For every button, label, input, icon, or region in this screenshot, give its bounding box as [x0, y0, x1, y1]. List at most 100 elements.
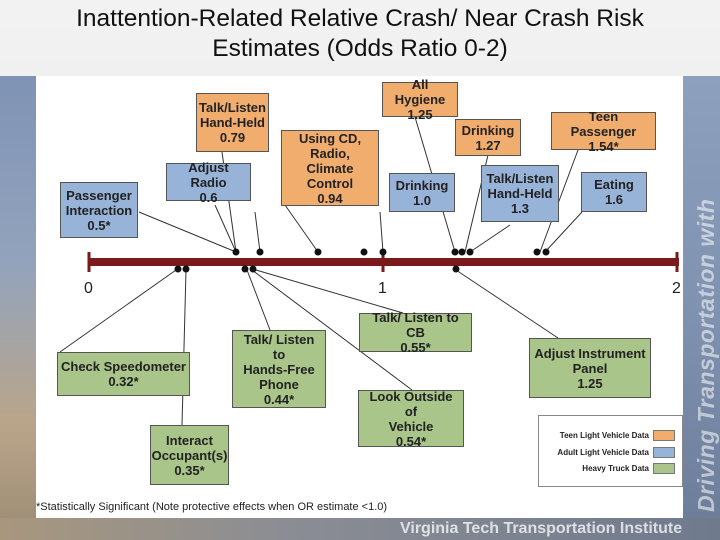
box-line: 0.5*: [87, 217, 111, 233]
box-line: Talk/ Listen to CB: [372, 310, 459, 340]
box-look-outside-vehicle: Look Outside of Vehicle 0.54*: [358, 388, 464, 449]
title-line-1: Inattention-Related Relative Crash/ Near…: [76, 5, 644, 32]
estimate-dot: [314, 248, 322, 256]
box-line: 0.55*: [400, 340, 431, 355]
box-line: Adjust Instrument: [534, 345, 646, 361]
box-talk-listen-handheld-teen: Talk/Listen Hand-Held 0.79: [196, 93, 269, 152]
axis-label-2: 2: [672, 280, 681, 297]
estimate-dot: [452, 265, 460, 273]
legend-item-truck: Heavy Truck Data: [545, 463, 677, 475]
leader-line: [544, 211, 583, 253]
box-line: Check Speedometer: [61, 359, 186, 374]
box-line: Vehicle: [388, 418, 434, 434]
legend-label: Heavy Truck Data: [582, 464, 649, 473]
box-line: Talk/Listen: [486, 171, 554, 186]
box-line: 0.32*: [108, 374, 139, 389]
box-line: Interact: [166, 432, 213, 448]
box-check-speedometer: Check Speedometer 0.32*: [57, 352, 190, 396]
leader-line: [138, 211, 237, 253]
box-line: Hand-Held: [487, 186, 553, 201]
box-line: Hands-Free: [243, 361, 315, 377]
box-using-cd-radio: Using CD, Radio, Climate Control 0.94: [281, 130, 379, 206]
box-line: 0.54*: [395, 433, 427, 449]
background-bottom-strip: [0, 518, 720, 540]
box-line: Talk/Listen: [199, 100, 266, 115]
footnote: *Statistically Significant (Note protect…: [36, 501, 388, 513]
estimate-dots-above: [232, 248, 550, 256]
box-teen-passenger: Teen Passenger 1.54*: [551, 108, 656, 154]
slide-title: Inattention-Related Relative Crash/ Near…: [0, 4, 720, 64]
box-line: 1.3: [510, 201, 530, 216]
box-passenger-interaction: Passenger Interaction 0.5*: [60, 182, 138, 238]
box-talk-listen-cb: Talk/ Listen to CB 0.55*: [359, 310, 472, 355]
axis-label-1: 1: [378, 280, 387, 297]
estimate-dot: [360, 248, 368, 256]
axis-label-0: 0: [84, 280, 93, 297]
box-talk-listen-handheld-adult: Talk/Listen Hand-Held 1.3: [481, 165, 559, 222]
box-line: 1.27: [475, 137, 501, 153]
legend-swatch-green: [653, 463, 675, 474]
box-line: Adjust Radio: [188, 159, 229, 190]
box-drinking-adult: Drinking 1.0: [389, 173, 455, 212]
leader-line: [469, 224, 511, 253]
leader-line: [181, 269, 187, 426]
box-interact-occupants: Interact Occupant(s) 0.35*: [150, 425, 229, 485]
box-line: 0.94: [317, 190, 343, 206]
estimate-dot: [533, 248, 541, 256]
box-all-hygiene: All Hygiene 1.25: [382, 77, 458, 122]
box-line: 1.6: [604, 192, 624, 207]
leader-line: [59, 269, 177, 353]
box-line: Look Outside of: [369, 388, 453, 419]
box-line: Occupant(s): [151, 447, 228, 463]
legend: Teen Light Vehicle Data Adult Light Vehi…: [538, 415, 683, 487]
box-line: 0.6: [199, 189, 218, 205]
estimate-dot: [458, 248, 466, 256]
legend-label: Adult Light Vehicle Data: [557, 448, 649, 457]
estimate-dot: [182, 265, 190, 273]
box-line: 0.79: [219, 130, 246, 145]
estimate-dot: [232, 248, 240, 256]
leader-line: [254, 211, 261, 253]
estimate-dot: [256, 248, 264, 256]
box-line: 1.0: [412, 192, 432, 208]
title-line-2: Estimates (Odds Ratio 0-2): [212, 35, 508, 62]
box-line: Teen Passenger: [570, 108, 637, 139]
box-adjust-instrument-panel: Adjust Instrument Panel 1.25: [529, 338, 651, 398]
background-right-strip: [683, 76, 720, 540]
box-line: Phone: [259, 376, 299, 392]
box-line: Drinking: [461, 122, 515, 138]
box-line: Hand-Held: [200, 115, 265, 130]
box-line: Passenger: [66, 187, 132, 203]
leader-line: [214, 204, 237, 253]
estimate-dots-below: [174, 265, 460, 273]
box-talk-listen-handsfree: Talk/ Listen to Hands-Free Phone 0.44*: [232, 330, 326, 408]
box-line: Panel: [572, 360, 608, 376]
estimate-dot: [241, 265, 249, 273]
box-eating: Eating 1.6: [581, 172, 647, 212]
legend-item-adult: Adult Light Vehicle Data: [545, 447, 677, 459]
box-line: All Hygiene: [394, 77, 446, 107]
box-line: 0.44*: [263, 391, 295, 407]
box-line: Radio, Climate: [306, 145, 354, 176]
leader-line: [246, 269, 271, 331]
box-line: 1.54*: [588, 138, 619, 154]
box-line: 1.25: [577, 375, 603, 391]
box-line: Talk/ Listen to: [243, 331, 315, 362]
estimate-dot: [542, 248, 550, 256]
estimate-dot: [174, 265, 182, 273]
estimate-dot: [451, 248, 459, 256]
leader-line: [379, 211, 384, 253]
box-line: 0.35*: [174, 462, 205, 478]
estimate-dot: [249, 265, 257, 273]
leader-line: [284, 204, 319, 253]
box-line: Using CD,: [298, 130, 362, 146]
background-left-strip: [0, 76, 36, 540]
box-adjust-radio: Adjust Radio 0.6: [166, 159, 251, 205]
estimate-dot: [379, 248, 387, 256]
leader-lines: [59, 116, 583, 426]
box-line: 1.25: [407, 107, 433, 122]
box-line: Eating: [594, 177, 634, 192]
leader-line: [251, 269, 413, 391]
leader-line: [255, 269, 404, 314]
